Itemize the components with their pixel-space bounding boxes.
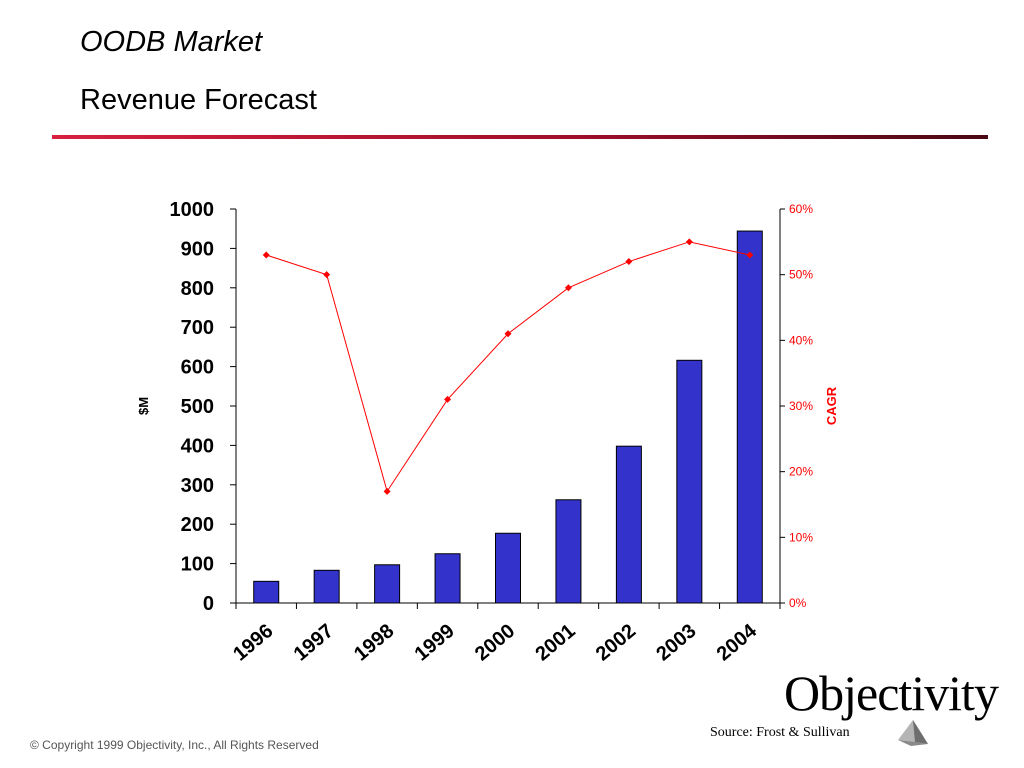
bar-2003 <box>676 359 703 604</box>
logo-pyramid-icon <box>898 720 928 746</box>
bar-1996 <box>253 580 280 604</box>
bar-1999 <box>434 553 461 604</box>
bar-1997 <box>313 569 340 604</box>
cagr-point-1997 <box>323 271 331 279</box>
axis-labels: 0 100 200 300 400 500 600 700 800 900 1000 0% 10% 20%… <box>136 199 839 665</box>
page-title: OODB Market <box>80 26 263 58</box>
left-tick-label: 300 <box>181 475 214 497</box>
cagr-point-2003 <box>685 238 693 246</box>
x-tick-label-1999: 1999 <box>411 620 459 665</box>
bar-2000 <box>495 532 521 604</box>
x-tick-label-2001: 2001 <box>531 620 579 665</box>
cagr-point-2002 <box>625 258 633 266</box>
left-tick-label: 400 <box>181 435 214 457</box>
bar-2001 <box>555 499 582 604</box>
cagr-point-2000 <box>504 330 512 338</box>
left-tick-label: 900 <box>181 238 214 260</box>
bar-1998 <box>374 564 401 604</box>
left-tick-label: 600 <box>181 357 214 379</box>
header-divider <box>52 135 988 139</box>
page-subtitle: Revenue Forecast <box>80 84 317 116</box>
right-tick-label: 60% <box>789 202 813 216</box>
copyright-notice: © Copyright 1999 Objectivity, Inc., All … <box>30 738 319 752</box>
x-tick-label-2000: 2000 <box>471 620 519 665</box>
objectivity-logo: Objectivity <box>784 665 999 721</box>
bar-series <box>253 230 763 604</box>
x-tick-label-2003: 2003 <box>652 620 700 665</box>
bar-2002 <box>615 445 642 604</box>
left-tick-label: 500 <box>181 396 214 418</box>
source-note: Source: Frost & Sullivan <box>710 725 850 740</box>
left-tick-label: 0 <box>203 593 214 615</box>
cagr-point-2004 <box>746 251 754 259</box>
x-tick-label-1997: 1997 <box>290 620 338 665</box>
right-tick-label: 30% <box>789 399 813 413</box>
x-tick-label-2002: 2002 <box>592 620 640 665</box>
right-tick-label: 50% <box>789 268 813 282</box>
chart-axes <box>230 208 785 609</box>
bar-2004 <box>736 230 763 604</box>
cagr-point-1996 <box>262 251 270 259</box>
x-tick-label-2004: 2004 <box>713 619 762 665</box>
right-tick-label: 40% <box>789 333 813 347</box>
cagr-line-series <box>262 238 754 495</box>
y2-axis-title: CAGR <box>824 386 839 425</box>
left-tick-label: 1000 <box>170 199 215 221</box>
right-tick-label: 20% <box>789 465 813 479</box>
left-tick-label: 100 <box>181 554 214 576</box>
left-tick-label: 200 <box>181 514 214 536</box>
cagr-point-1999 <box>444 395 452 403</box>
cagr-point-2001 <box>564 284 572 292</box>
x-tick-label-1998: 1998 <box>350 620 398 665</box>
left-tick-label: 800 <box>181 278 214 300</box>
y-axis-title: $M <box>136 397 151 415</box>
right-tick-label: 0% <box>789 596 807 610</box>
cagr-point-1998 <box>383 487 391 495</box>
left-tick-label: 700 <box>181 317 214 339</box>
right-tick-label: 10% <box>789 530 813 544</box>
x-tick-label-1996: 1996 <box>229 620 277 665</box>
